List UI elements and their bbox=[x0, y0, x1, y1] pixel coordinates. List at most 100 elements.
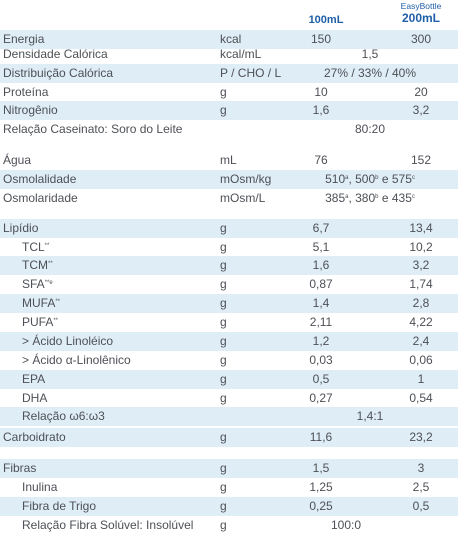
nutrient-name: > Ácido α-Linolênico bbox=[22, 353, 131, 367]
nutrient-name: Densidade Calórica bbox=[3, 47, 108, 61]
value-200ml-cell: 2,4 bbox=[412, 334, 430, 348]
nutrient-name: Relação Fibra Solúvel: Insolúvel bbox=[22, 518, 194, 532]
value-200ml-cell: 2,5 bbox=[412, 480, 430, 494]
unit-cell: P / CHO / L bbox=[220, 66, 282, 80]
value-100ml-cell: 0,87 bbox=[309, 277, 333, 291]
value-200ml-cell: 13,4 bbox=[409, 221, 433, 235]
unit-cell: g bbox=[220, 103, 227, 117]
value-200ml-cell: 0,5 bbox=[412, 499, 430, 513]
unit-cell: g bbox=[220, 221, 227, 235]
unit-cell: mOsm/L bbox=[220, 191, 266, 205]
value-200ml-cell: 10,2 bbox=[409, 240, 433, 254]
value-200ml-cell: 0,54 bbox=[409, 391, 433, 405]
value-100ml-cell: 11,6 bbox=[309, 430, 333, 444]
table-row: > Ácido α-Linolênico g 0,03 0,06 bbox=[0, 351, 458, 370]
nutrient-name: SFA**e bbox=[22, 277, 53, 291]
value-100ml-cell: 1,25 bbox=[309, 480, 333, 494]
value-span-cell: 1,5 bbox=[361, 47, 379, 61]
unit-cell: g bbox=[220, 277, 227, 291]
table-row: Lipídio g 6,7 13,4 bbox=[0, 219, 458, 238]
value-100ml-cell: 10 bbox=[314, 85, 328, 99]
table-row: Nitrogênio g 1,6 3,2 bbox=[0, 101, 458, 120]
nutrient-name: Nitrogênio bbox=[3, 103, 58, 117]
unit-cell: g bbox=[220, 461, 227, 475]
nutrient-name: DHA bbox=[22, 391, 48, 405]
value-100ml-cell: 1,6 bbox=[312, 258, 330, 272]
table-row: Fibras g 1,5 3 bbox=[0, 459, 458, 478]
table-row: DHA g 0,27 0,54 bbox=[0, 389, 458, 408]
value-span-cell: 510a, 500b e 575c bbox=[325, 172, 415, 186]
unit-cell: g bbox=[220, 315, 227, 329]
value-100ml-cell: 5,1 bbox=[312, 240, 330, 254]
value-200ml-cell: 4,22 bbox=[409, 315, 433, 329]
value-200ml-cell: 3,2 bbox=[412, 103, 430, 117]
table-row: Fibra de Trigo g 0,25 0,5 bbox=[0, 497, 458, 516]
value-span-cell: 80:20 bbox=[354, 122, 386, 136]
table-row: Carboidrato g 11,6 23,2 bbox=[0, 428, 458, 447]
nutrient-name: PUFA** bbox=[22, 315, 59, 329]
unit-cell: g bbox=[220, 499, 227, 513]
table-row: Osmolalidade mOsm/kg 510a, 500b e 575c bbox=[0, 170, 458, 189]
unit-cell: g bbox=[220, 372, 227, 386]
table-row: SFA**e g 0,87 1,74 bbox=[0, 275, 458, 294]
nutrient-name: Carboidrato bbox=[3, 430, 66, 444]
value-100ml-cell: 1,5 bbox=[312, 461, 330, 475]
value-span-cell: 385a, 380b e 435c bbox=[325, 191, 415, 205]
table-row: MUFA** g 1,4 2,8 bbox=[0, 294, 458, 313]
value-100ml-cell: 150 bbox=[310, 32, 332, 46]
value-200ml-cell: 23,2 bbox=[409, 430, 433, 444]
nutrient-name: Energia bbox=[3, 32, 45, 46]
nutrient-name: Osmolaridade bbox=[3, 191, 78, 205]
col-header-200ml: 200mL bbox=[401, 11, 441, 25]
unit-cell: mL bbox=[220, 153, 237, 167]
unit-cell: mOsm/kg bbox=[220, 172, 272, 186]
unit-cell: g bbox=[220, 296, 227, 310]
value-100ml-cell: 0,5 bbox=[312, 372, 330, 386]
unit-cell: g bbox=[220, 85, 227, 99]
table-row: TCL** g 5,1 10,2 bbox=[0, 238, 458, 257]
col-header-100ml: 100mL bbox=[308, 14, 344, 26]
nutrient-name: Osmolalidade bbox=[3, 172, 77, 186]
table-row: Densidade Calórica kcal/mL 1,5 bbox=[0, 45, 458, 64]
nutrient-name: Fibras bbox=[3, 461, 37, 475]
value-100ml-cell: 0,03 bbox=[309, 353, 333, 367]
table-row: EPA g 0,5 1 bbox=[0, 370, 458, 389]
value-200ml-cell: 3,2 bbox=[412, 258, 430, 272]
nutrient-name: Relação ω6:ω3 bbox=[22, 409, 105, 423]
unit-cell: g bbox=[220, 353, 227, 367]
value-200ml-cell: 2,8 bbox=[412, 296, 430, 310]
table-row: Distribuição Calórica P / CHO / L 27% / 33… bbox=[0, 64, 458, 83]
value-100ml-cell: 1,2 bbox=[312, 334, 330, 348]
nutrient-name: TCL** bbox=[22, 240, 50, 254]
value-200ml-cell: 1,74 bbox=[409, 277, 433, 291]
nutrient-name: MUFA** bbox=[22, 296, 61, 310]
value-200ml-cell: 152 bbox=[410, 153, 432, 167]
table-row: Relação Caseinato: Soro do Leite 80:20 bbox=[0, 120, 458, 139]
table-row: Osmolaridade mOsm/L 385a, 380b e 435c bbox=[0, 189, 458, 208]
table-row: Proteína g 10 20 bbox=[0, 83, 458, 102]
value-span-cell: 1,4:1 bbox=[356, 409, 384, 423]
value-span-cell: 27% / 33% / 40% bbox=[323, 66, 417, 80]
unit-cell: kcal/mL bbox=[220, 47, 262, 61]
table-row: TCM** g 1,6 3,2 bbox=[0, 256, 458, 275]
unit-cell: g bbox=[220, 430, 227, 444]
value-100ml-cell: 0,25 bbox=[309, 499, 333, 513]
nutrient-name: Fibra de Trigo bbox=[22, 499, 97, 513]
col-header-easybottle: EasyBottle bbox=[400, 1, 442, 11]
nutrient-name: Inulina bbox=[22, 480, 58, 494]
unit-cell: g bbox=[220, 391, 227, 405]
table-row: Água mL 76 152 bbox=[0, 151, 458, 170]
nutrient-name: Distribuição Calórica bbox=[3, 66, 114, 80]
unit-cell: g bbox=[220, 518, 227, 532]
unit-cell: g bbox=[220, 240, 227, 254]
value-100ml-cell: 0,27 bbox=[309, 391, 333, 405]
value-200ml-cell: 300 bbox=[410, 32, 432, 46]
unit-cell: g bbox=[220, 480, 227, 494]
table-row: Relação Fibra Solúvel: Insolúvel g 100:0 bbox=[0, 516, 458, 535]
value-200ml-cell: 1 bbox=[417, 372, 425, 386]
value-200ml-cell: 0,06 bbox=[409, 353, 433, 367]
value-100ml-cell: 1,4 bbox=[312, 296, 330, 310]
table-row: Energia kcal 150 300 bbox=[0, 30, 458, 49]
nutrient-name: Proteína bbox=[3, 85, 49, 99]
value-100ml-cell: 2,11 bbox=[309, 315, 333, 329]
